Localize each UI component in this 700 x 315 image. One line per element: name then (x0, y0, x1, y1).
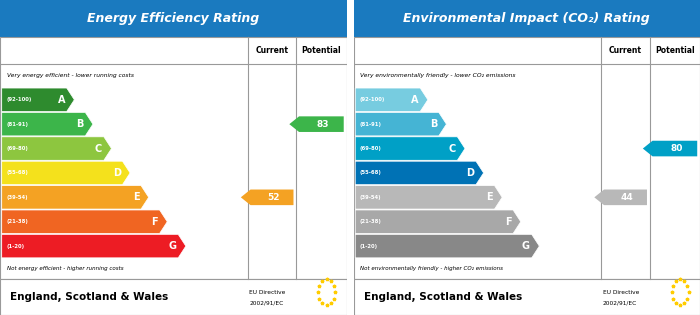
Text: (55-68): (55-68) (360, 170, 382, 175)
Text: E: E (486, 192, 493, 202)
Text: (92-100): (92-100) (6, 97, 32, 102)
Text: (1-20): (1-20) (6, 243, 25, 249)
Text: Potential: Potential (302, 46, 341, 55)
Polygon shape (355, 161, 484, 185)
Polygon shape (594, 190, 647, 205)
Text: D: D (466, 168, 474, 178)
Text: B: B (430, 119, 437, 129)
Text: Not energy efficient - higher running costs: Not energy efficient - higher running co… (7, 266, 124, 271)
Text: 2002/91/EC: 2002/91/EC (603, 301, 637, 306)
Bar (0, 37, 346, 279)
Text: (39-54): (39-54) (6, 195, 28, 200)
Text: EU Directive: EU Directive (603, 290, 639, 295)
Polygon shape (355, 137, 465, 160)
Bar (354, 0, 700, 37)
Text: A: A (411, 95, 419, 105)
Polygon shape (355, 186, 502, 209)
Polygon shape (355, 210, 521, 233)
Text: C: C (95, 144, 102, 153)
Text: F: F (151, 217, 158, 227)
Text: (39-54): (39-54) (360, 195, 382, 200)
Text: Very environmentally friendly - lower CO₂ emissions: Very environmentally friendly - lower CO… (360, 73, 516, 78)
Polygon shape (1, 161, 130, 185)
Text: Energy Efficiency Rating: Energy Efficiency Rating (87, 12, 260, 25)
Text: (55-68): (55-68) (6, 170, 28, 175)
Bar (354, 37, 700, 279)
Bar (0, 0, 346, 37)
Text: E: E (133, 192, 139, 202)
Text: (69-80): (69-80) (360, 146, 382, 151)
Text: (92-100): (92-100) (360, 97, 385, 102)
Text: G: G (522, 241, 530, 251)
Polygon shape (1, 210, 167, 233)
Polygon shape (289, 116, 344, 132)
Text: Current: Current (256, 46, 288, 55)
Polygon shape (1, 137, 111, 160)
Text: G: G (169, 241, 176, 251)
Text: 83: 83 (317, 120, 330, 129)
Text: Not environmentally friendly - higher CO₂ emissions: Not environmentally friendly - higher CO… (360, 266, 503, 271)
Text: (81-91): (81-91) (6, 122, 28, 127)
Text: D: D (113, 168, 120, 178)
Text: England, Scotland & Wales: England, Scotland & Wales (10, 292, 169, 302)
Text: England, Scotland & Wales: England, Scotland & Wales (364, 292, 522, 302)
Text: 80: 80 (671, 144, 682, 153)
Text: (1-20): (1-20) (360, 243, 378, 249)
Bar (0, 279, 346, 315)
Text: 2002/91/EC: 2002/91/EC (249, 301, 284, 306)
Text: A: A (57, 95, 65, 105)
Bar (354, 279, 700, 315)
Text: (21-38): (21-38) (6, 219, 28, 224)
Polygon shape (241, 190, 293, 205)
Text: (21-38): (21-38) (360, 219, 382, 224)
Polygon shape (355, 112, 447, 136)
Polygon shape (355, 88, 428, 112)
Polygon shape (1, 234, 186, 258)
Text: Current: Current (609, 46, 642, 55)
Polygon shape (355, 234, 539, 258)
Text: Potential: Potential (655, 46, 694, 55)
Text: B: B (76, 119, 83, 129)
Text: (81-91): (81-91) (360, 122, 382, 127)
Text: EU Directive: EU Directive (249, 290, 286, 295)
Polygon shape (1, 112, 93, 136)
Text: 52: 52 (267, 193, 280, 202)
Polygon shape (643, 141, 697, 156)
Text: 44: 44 (621, 193, 634, 202)
Text: Very energy efficient - lower running costs: Very energy efficient - lower running co… (7, 73, 134, 78)
Polygon shape (1, 186, 148, 209)
Text: (69-80): (69-80) (6, 146, 28, 151)
Polygon shape (1, 88, 74, 112)
Text: Environmental Impact (CO₂) Rating: Environmental Impact (CO₂) Rating (403, 12, 650, 25)
Text: F: F (505, 217, 512, 227)
Text: C: C (449, 144, 456, 153)
